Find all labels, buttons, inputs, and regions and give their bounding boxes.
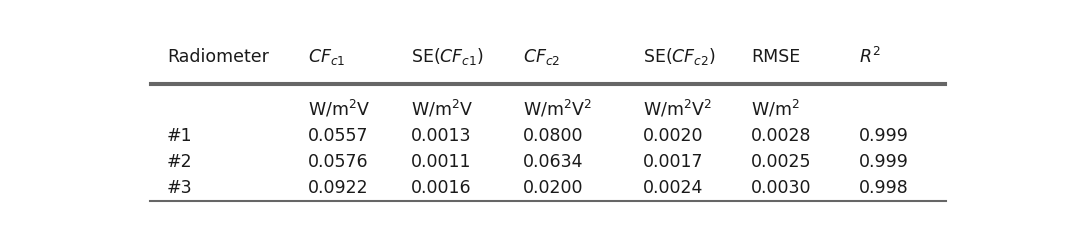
Text: 0.0557: 0.0557 — [308, 127, 368, 145]
Text: $\mathit{R}^{2}$: $\mathit{R}^{2}$ — [858, 47, 881, 67]
Text: W/m$^{2}$V: W/m$^{2}$V — [412, 99, 474, 120]
Text: #1: #1 — [167, 127, 192, 145]
Text: W/m$^{2}$V: W/m$^{2}$V — [308, 99, 370, 120]
Text: 0.0030: 0.0030 — [750, 179, 811, 197]
Text: Radiometer: Radiometer — [167, 48, 268, 66]
Text: 0.0020: 0.0020 — [644, 127, 703, 145]
Text: #3: #3 — [167, 179, 192, 197]
Text: 0.0016: 0.0016 — [412, 179, 471, 197]
Text: 0.0028: 0.0028 — [750, 127, 811, 145]
Text: 0.0025: 0.0025 — [750, 153, 811, 171]
Text: SE($\mathit{CF}_{c2}$): SE($\mathit{CF}_{c2}$) — [644, 47, 716, 67]
Text: RMSE: RMSE — [750, 48, 800, 66]
Text: 0.0634: 0.0634 — [523, 153, 584, 171]
Text: SE($\mathit{CF}_{c1}$): SE($\mathit{CF}_{c1}$) — [412, 47, 484, 67]
Text: 0.0013: 0.0013 — [412, 127, 471, 145]
Text: #2: #2 — [167, 153, 192, 171]
Text: 0.0200: 0.0200 — [523, 179, 584, 197]
Text: 0.0576: 0.0576 — [308, 153, 368, 171]
Text: W/m$^{2}$V$^{2}$: W/m$^{2}$V$^{2}$ — [644, 99, 712, 120]
Text: W/m$^{2}$: W/m$^{2}$ — [750, 99, 800, 120]
Text: 0.999: 0.999 — [858, 153, 909, 171]
Text: 0.999: 0.999 — [858, 127, 909, 145]
Text: 0.0922: 0.0922 — [308, 179, 368, 197]
Text: 0.0024: 0.0024 — [644, 179, 703, 197]
Text: 0.0800: 0.0800 — [523, 127, 584, 145]
Text: 0.998: 0.998 — [858, 179, 909, 197]
Text: 0.0017: 0.0017 — [644, 153, 703, 171]
Text: W/m$^{2}$V$^{2}$: W/m$^{2}$V$^{2}$ — [523, 99, 592, 120]
Text: 0.0011: 0.0011 — [412, 153, 471, 171]
Text: $\mathit{CF}_{c2}$: $\mathit{CF}_{c2}$ — [523, 47, 560, 67]
Text: $\mathit{CF}_{c1}$: $\mathit{CF}_{c1}$ — [308, 47, 345, 67]
